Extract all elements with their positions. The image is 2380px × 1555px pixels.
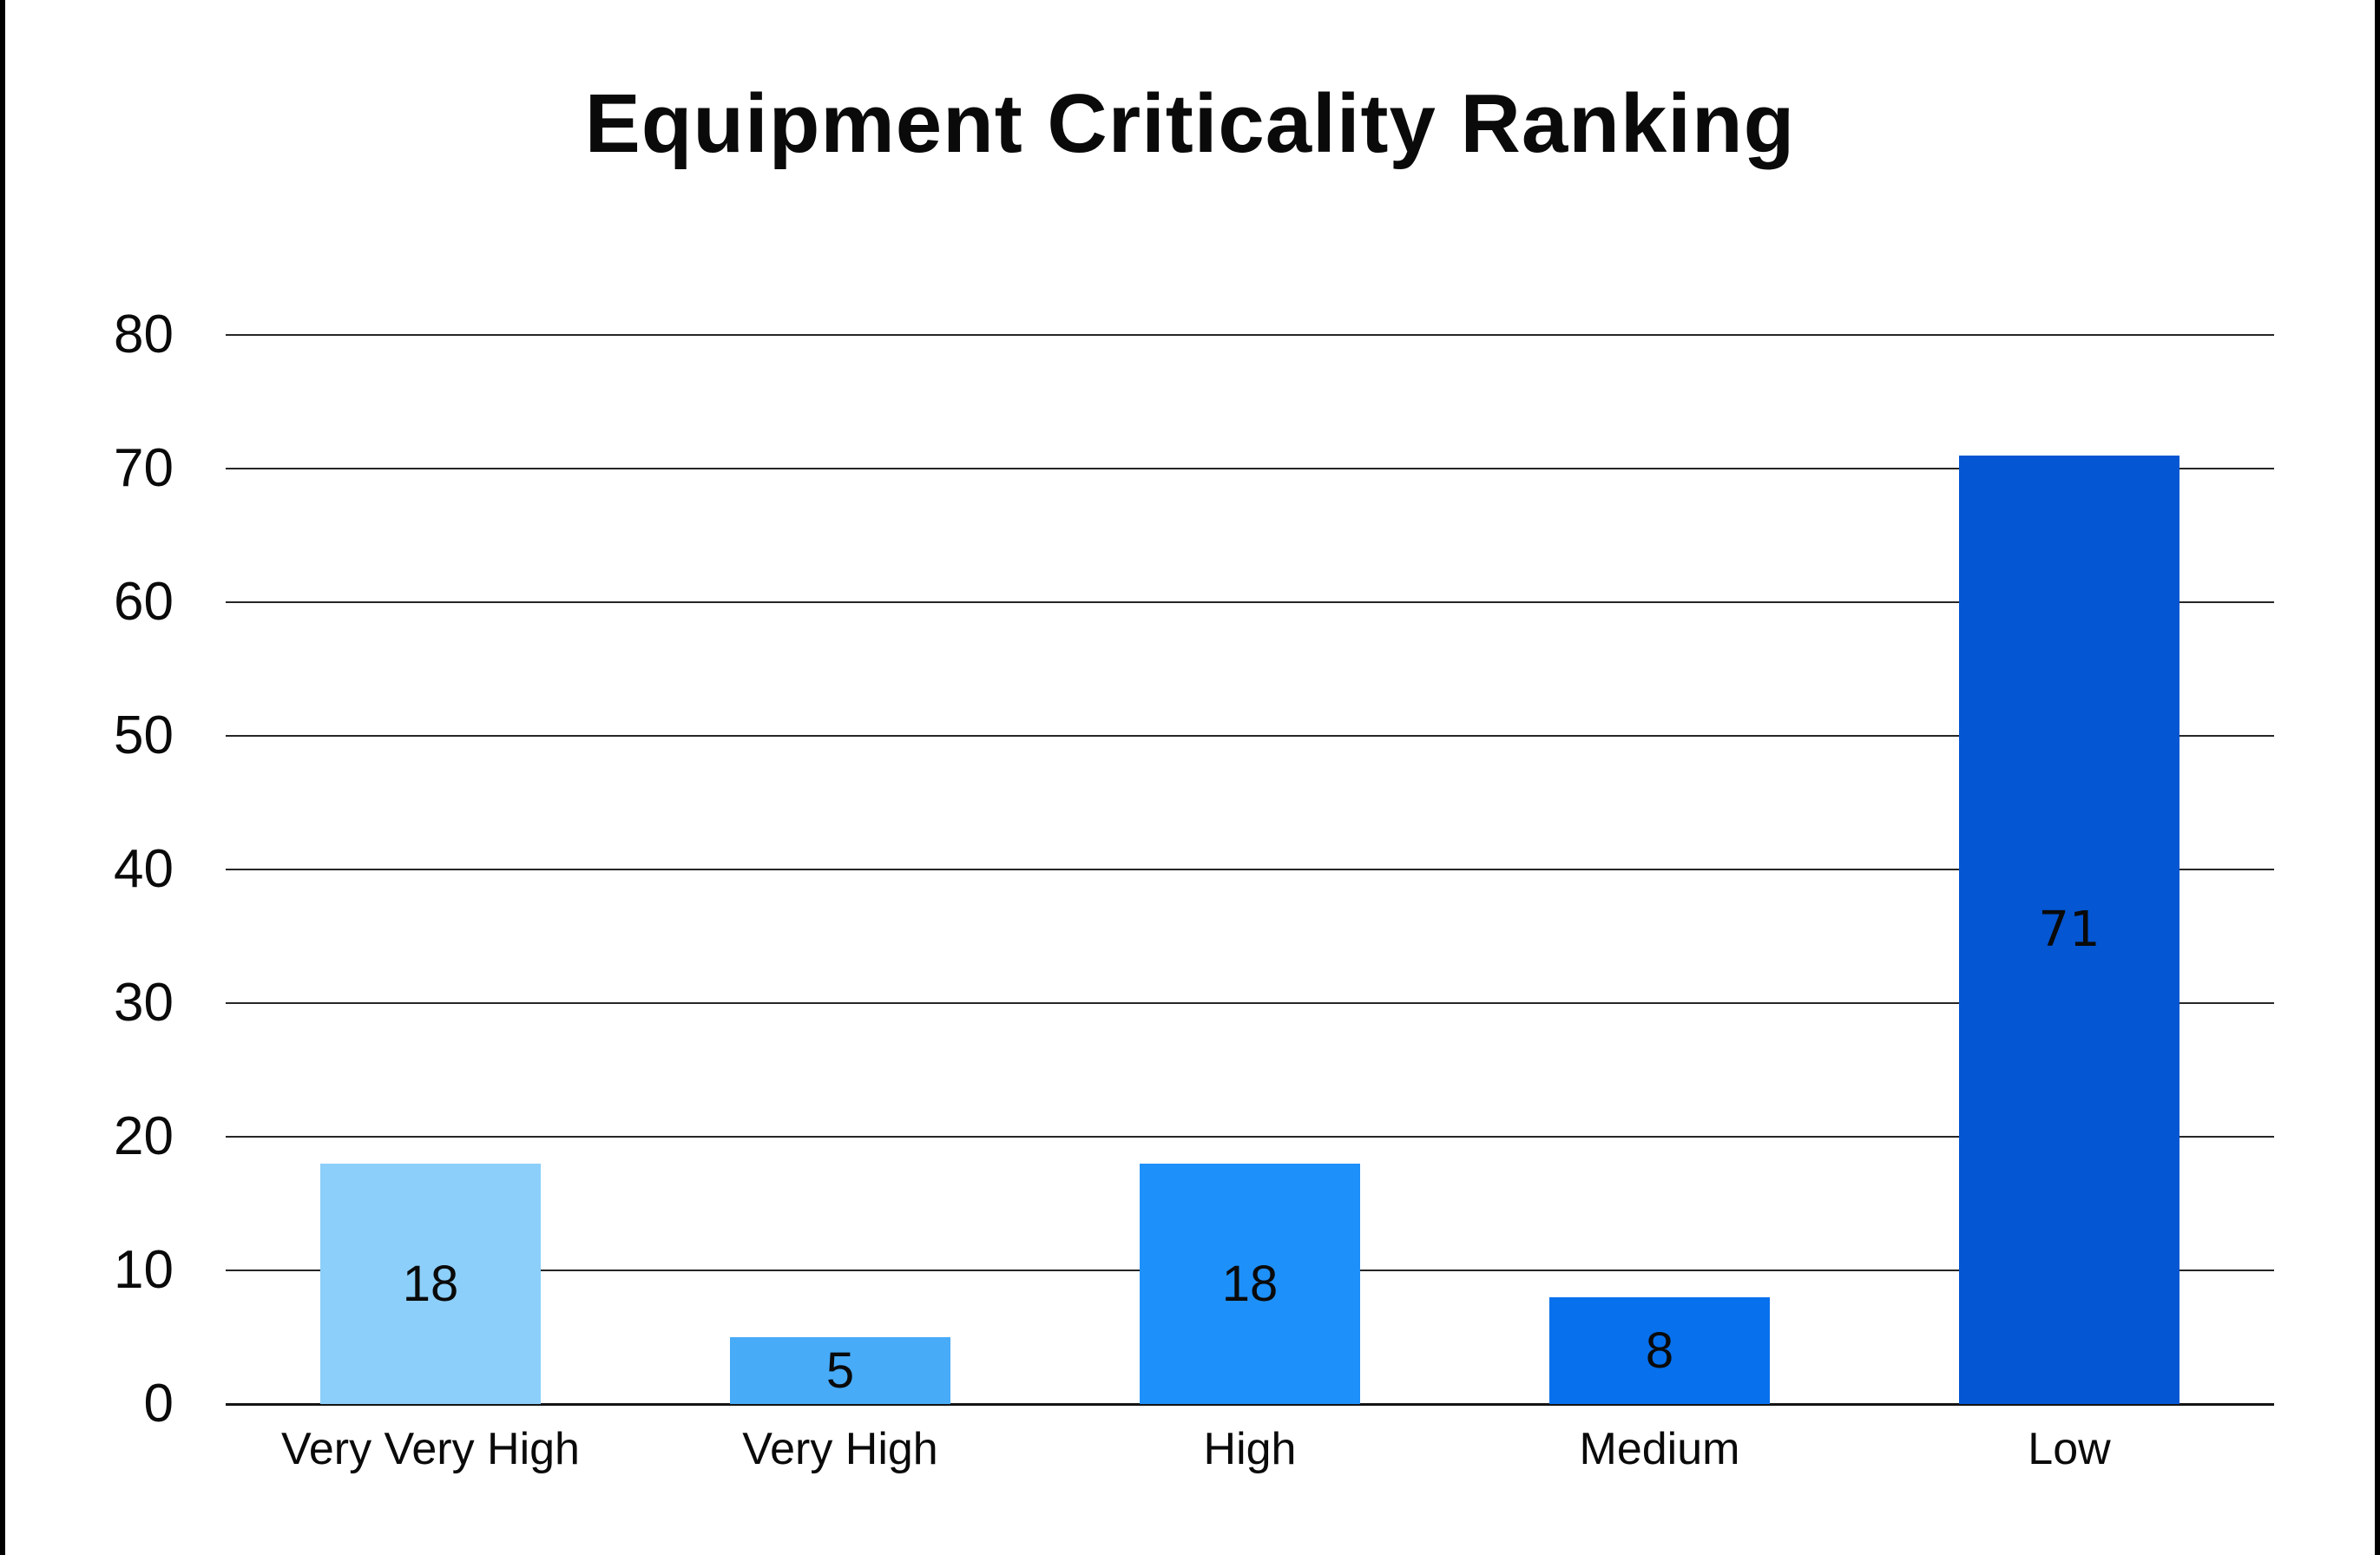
bar-medium: 8 xyxy=(1549,1296,1770,1404)
y-axis-tick-label: 70 xyxy=(114,438,174,498)
right-edge-border xyxy=(2375,0,2380,1555)
x-axis-category-label: Medium xyxy=(1579,1424,1740,1474)
y-axis-tick-label: 60 xyxy=(114,572,174,632)
y-axis-tick-label: 10 xyxy=(114,1240,174,1300)
bar-value-label: 18 xyxy=(1221,1255,1279,1312)
chart-title: Equipment Criticality Ranking xyxy=(584,77,1796,170)
left-edge-border xyxy=(0,0,5,1555)
bar-very-high: 5 xyxy=(730,1337,950,1404)
x-axis-category-label: Very High xyxy=(742,1424,938,1474)
gridline xyxy=(226,869,2274,870)
gridline xyxy=(226,1002,2274,1004)
y-axis-tick-label: 20 xyxy=(114,1106,174,1166)
y-axis-tick-label: 30 xyxy=(114,973,174,1033)
bar-value-label: 5 xyxy=(825,1342,855,1399)
bar-value-label: 18 xyxy=(402,1255,459,1312)
bar-value-label: 71 xyxy=(2038,901,2101,958)
y-axis-tick-label: 80 xyxy=(114,305,174,364)
bar-low: 71 xyxy=(1959,455,2179,1404)
x-axis-category-label: Low xyxy=(2028,1424,2111,1474)
gridline xyxy=(226,601,2274,603)
y-axis-tick-label: 40 xyxy=(114,839,174,899)
bar-very-very-high: 18 xyxy=(320,1163,541,1404)
y-axis-tick-label: 50 xyxy=(114,705,174,765)
bar-value-label: 8 xyxy=(1645,1322,1674,1379)
gridline xyxy=(226,735,2274,737)
x-axis-category-label: High xyxy=(1203,1424,1297,1474)
gridline xyxy=(226,1136,2274,1138)
x-axis-category-label: Very Very High xyxy=(281,1424,580,1474)
gridline xyxy=(226,468,2274,469)
gridline xyxy=(226,334,2274,336)
y-axis-tick-label: 0 xyxy=(143,1374,174,1434)
x-axis-line xyxy=(226,1402,2274,1406)
bar-high: 18 xyxy=(1140,1163,1360,1404)
